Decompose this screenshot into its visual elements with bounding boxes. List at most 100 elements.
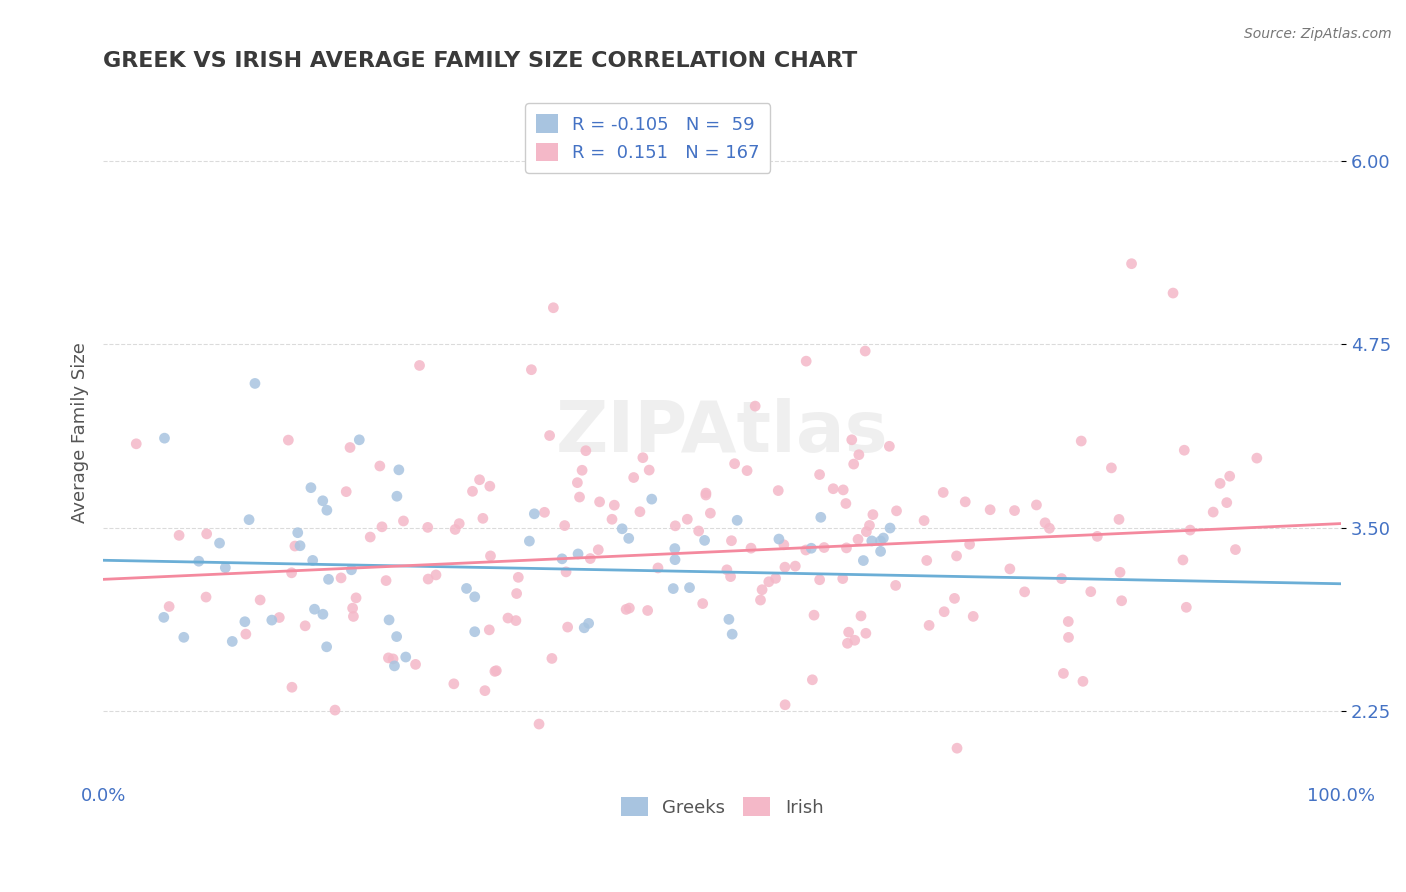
Text: Source: ZipAtlas.com: Source: ZipAtlas.com [1244,27,1392,41]
Point [862,508,884,522]
Point [571,463,593,477]
Point [835,496,858,510]
Point [619,601,641,615]
Point [879,439,901,453]
Point [464,624,486,639]
Point [418,572,440,586]
Point [612,522,634,536]
Point [849,609,872,624]
Point [676,512,699,526]
Point [768,532,790,546]
Point [392,514,415,528]
Point [588,495,610,509]
Point [918,618,941,632]
Point [233,615,256,629]
Point [464,590,486,604]
Point [551,551,574,566]
Point [860,533,883,548]
Point [299,481,322,495]
Point [474,683,496,698]
Point [1109,566,1132,580]
Point [449,516,471,531]
Point [1216,495,1239,509]
Point [527,717,550,731]
Point [1014,585,1036,599]
Point [823,482,845,496]
Point [785,559,807,574]
Point [773,538,796,552]
Point [269,610,291,624]
Point [1057,615,1080,629]
Point [294,619,316,633]
Point [934,605,956,619]
Point [884,578,907,592]
Point [1219,469,1241,483]
Point [688,524,710,538]
Point [301,553,323,567]
Point [631,450,654,465]
Point [287,525,309,540]
Point [869,544,891,558]
Point [281,680,304,694]
Legend: Greeks, Irish: Greeks, Irish [613,790,831,823]
Point [408,359,430,373]
Point [1080,584,1102,599]
Point [962,609,984,624]
Point [647,561,669,575]
Point [378,613,401,627]
Point [330,571,353,585]
Point [312,493,335,508]
Point [844,633,866,648]
Point [567,547,589,561]
Point [723,457,745,471]
Point [523,507,546,521]
Point [837,636,859,650]
Point [773,698,796,712]
Point [614,602,637,616]
Point [720,569,742,583]
Point [456,582,478,596]
Point [557,620,579,634]
Point [855,626,877,640]
Point [335,484,357,499]
Point [1071,674,1094,689]
Point [187,554,209,568]
Point [841,433,863,447]
Point [678,581,700,595]
Point [405,657,427,672]
Point [628,505,651,519]
Point [567,475,589,490]
Point [395,650,418,665]
Point [664,552,686,566]
Point [578,616,600,631]
Point [959,537,981,551]
Point [1202,505,1225,519]
Point [443,677,465,691]
Point [538,428,561,442]
Point [915,553,938,567]
Point [312,607,335,622]
Point [740,541,762,556]
Point [1161,286,1184,301]
Point [638,463,661,477]
Point [588,542,610,557]
Point [349,433,371,447]
Y-axis label: Average Family Size: Average Family Size [72,343,89,523]
Point [543,301,565,315]
Point [377,651,399,665]
Point [479,549,502,563]
Point [485,664,508,678]
Point [288,539,311,553]
Point [662,582,685,596]
Point [484,665,506,679]
Point [235,627,257,641]
Point [359,530,381,544]
Point [852,553,875,567]
Point [886,504,908,518]
Point [603,498,626,512]
Point [554,518,576,533]
Point [725,513,748,527]
Point [808,467,831,482]
Point [555,565,578,579]
Point [695,488,717,502]
